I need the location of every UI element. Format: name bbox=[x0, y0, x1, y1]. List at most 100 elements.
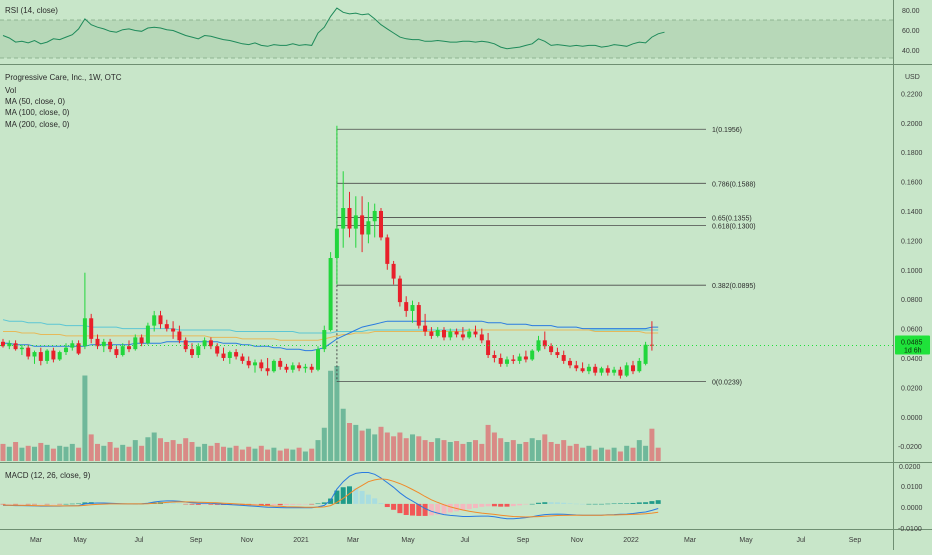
time-axis-label: Jul bbox=[461, 537, 470, 544]
rsi-tick-40: 40.00 bbox=[902, 48, 920, 55]
candle-body bbox=[7, 343, 12, 347]
candle-body bbox=[316, 349, 320, 370]
volume-bar bbox=[101, 445, 107, 461]
macd-histogram-bar bbox=[334, 490, 340, 504]
candlesticks bbox=[1, 125, 654, 379]
candle-body bbox=[202, 340, 207, 347]
candle-body bbox=[164, 324, 169, 329]
fib-level-label: 0.786(0.1588) bbox=[712, 181, 756, 188]
macd-histogram-bar bbox=[321, 502, 327, 504]
macd-series bbox=[0, 472, 661, 520]
candle-body bbox=[523, 356, 528, 360]
volume-bar bbox=[554, 443, 560, 461]
candle-body bbox=[265, 368, 270, 372]
price-axis-ticks[interactable]: 0.2200 0.2000 0.1800 0.1600 0.1400 0.1200 0.10… bbox=[898, 91, 923, 451]
candle-body bbox=[492, 355, 497, 358]
candle-body bbox=[536, 340, 541, 351]
candle-body bbox=[379, 210, 383, 238]
volume-bar bbox=[32, 446, 37, 461]
macd-tick-1: 0.0100 bbox=[901, 484, 923, 491]
candle-body bbox=[133, 337, 138, 350]
candle-body bbox=[152, 315, 157, 326]
time-axis-label: Mar bbox=[30, 537, 43, 544]
candle-body bbox=[643, 344, 648, 364]
volume-bar bbox=[473, 440, 478, 461]
candle-body bbox=[366, 221, 371, 235]
macd-panel-bg bbox=[0, 463, 893, 529]
time-axis[interactable]: Mar May Jul Sep Nov 2021 Mar May Jul Sep Nov 2022 Ma… bbox=[30, 537, 861, 544]
macd-histogram-bar bbox=[643, 502, 649, 504]
macd-tick-3: -0.0100 bbox=[898, 526, 922, 533]
candle-body bbox=[505, 359, 509, 364]
ma50-line bbox=[3, 320, 659, 352]
rsi-title[interactable]: RSI (14, close) bbox=[5, 6, 58, 15]
volume-bar bbox=[403, 438, 409, 461]
rsi-tick-60: 60.00 bbox=[902, 28, 920, 35]
macd-histogram-bar bbox=[605, 503, 611, 505]
macd-histogram-bar bbox=[309, 503, 315, 505]
volume-bar bbox=[504, 442, 510, 461]
price-tick-label: 0.1800 bbox=[901, 150, 923, 157]
candle-body bbox=[473, 331, 478, 335]
macd-histogram-bar bbox=[176, 503, 182, 504]
macd-histogram-bar bbox=[454, 503, 460, 512]
price-tick-label: 0.1000 bbox=[901, 268, 923, 275]
candle-body bbox=[593, 366, 598, 373]
candle-body bbox=[221, 353, 226, 358]
candle-body bbox=[196, 346, 201, 356]
macd-histogram-bar bbox=[353, 488, 359, 504]
candle-body bbox=[19, 347, 24, 350]
candle-body bbox=[240, 356, 245, 361]
candle-body bbox=[568, 360, 572, 366]
macd-histogram-bar bbox=[617, 503, 623, 504]
volume-bar bbox=[183, 438, 189, 461]
volume-bar bbox=[624, 445, 630, 461]
volume-bar bbox=[6, 446, 12, 461]
macd-title[interactable]: MACD (12, 26, close, 9) bbox=[5, 471, 91, 480]
volume-bar bbox=[246, 446, 252, 461]
rsi-series bbox=[2, 7, 665, 50]
ma100-line bbox=[3, 329, 659, 341]
candle-body bbox=[618, 369, 623, 376]
time-axis-label: Nov bbox=[571, 537, 584, 544]
legend-ma200[interactable]: MA (200, close, 0) bbox=[5, 120, 70, 129]
chart-title[interactable]: Progressive Care, Inc., 1W, OTC bbox=[5, 73, 122, 82]
macd-histogram-bar bbox=[460, 503, 466, 511]
volume-bar bbox=[410, 434, 415, 461]
price-tick-label: 0.2000 bbox=[901, 121, 923, 128]
legend-ma100[interactable]: MA (100, close, 0) bbox=[5, 108, 70, 117]
volume-bar bbox=[441, 440, 447, 461]
volume-bar bbox=[126, 446, 132, 461]
candle-body bbox=[234, 352, 239, 357]
candle-body bbox=[145, 325, 150, 344]
legend-ma50[interactable]: MA (50, close, 0) bbox=[5, 97, 65, 106]
macd-histogram-bar bbox=[485, 503, 491, 507]
candle-body bbox=[64, 347, 68, 353]
volume-bar bbox=[277, 450, 283, 461]
fibonacci-retracement[interactable]: 1(0.1956) 0.786(0.1588) 0.65(0.1355)0.618(… bbox=[336, 127, 756, 387]
macd-histogram-bar bbox=[63, 503, 69, 505]
candle-body bbox=[190, 349, 194, 356]
candle-body bbox=[227, 352, 232, 358]
legend-vol[interactable]: Vol bbox=[5, 86, 16, 95]
rsi-overbought-band bbox=[0, 20, 893, 58]
macd-histogram-bar bbox=[195, 503, 201, 505]
macd-histogram-bar bbox=[410, 503, 415, 516]
macd-histogram-bar bbox=[611, 503, 617, 505]
volume-bar bbox=[82, 375, 88, 461]
volume-bar bbox=[561, 440, 567, 461]
candle-body bbox=[183, 340, 188, 350]
macd-histogram-bar bbox=[567, 503, 573, 504]
macd-histogram-bar bbox=[284, 503, 289, 506]
macd-histogram-bar bbox=[170, 502, 176, 504]
candle-body bbox=[561, 355, 566, 361]
volume-bar bbox=[0, 443, 6, 461]
volume-bar bbox=[95, 443, 100, 461]
macd-histogram-bar bbox=[265, 503, 271, 506]
candle-body bbox=[1, 341, 5, 347]
volume-bar bbox=[447, 442, 453, 461]
candle-body bbox=[177, 331, 182, 341]
macd-histogram-bar bbox=[561, 502, 567, 504]
volume-bar bbox=[265, 449, 271, 461]
